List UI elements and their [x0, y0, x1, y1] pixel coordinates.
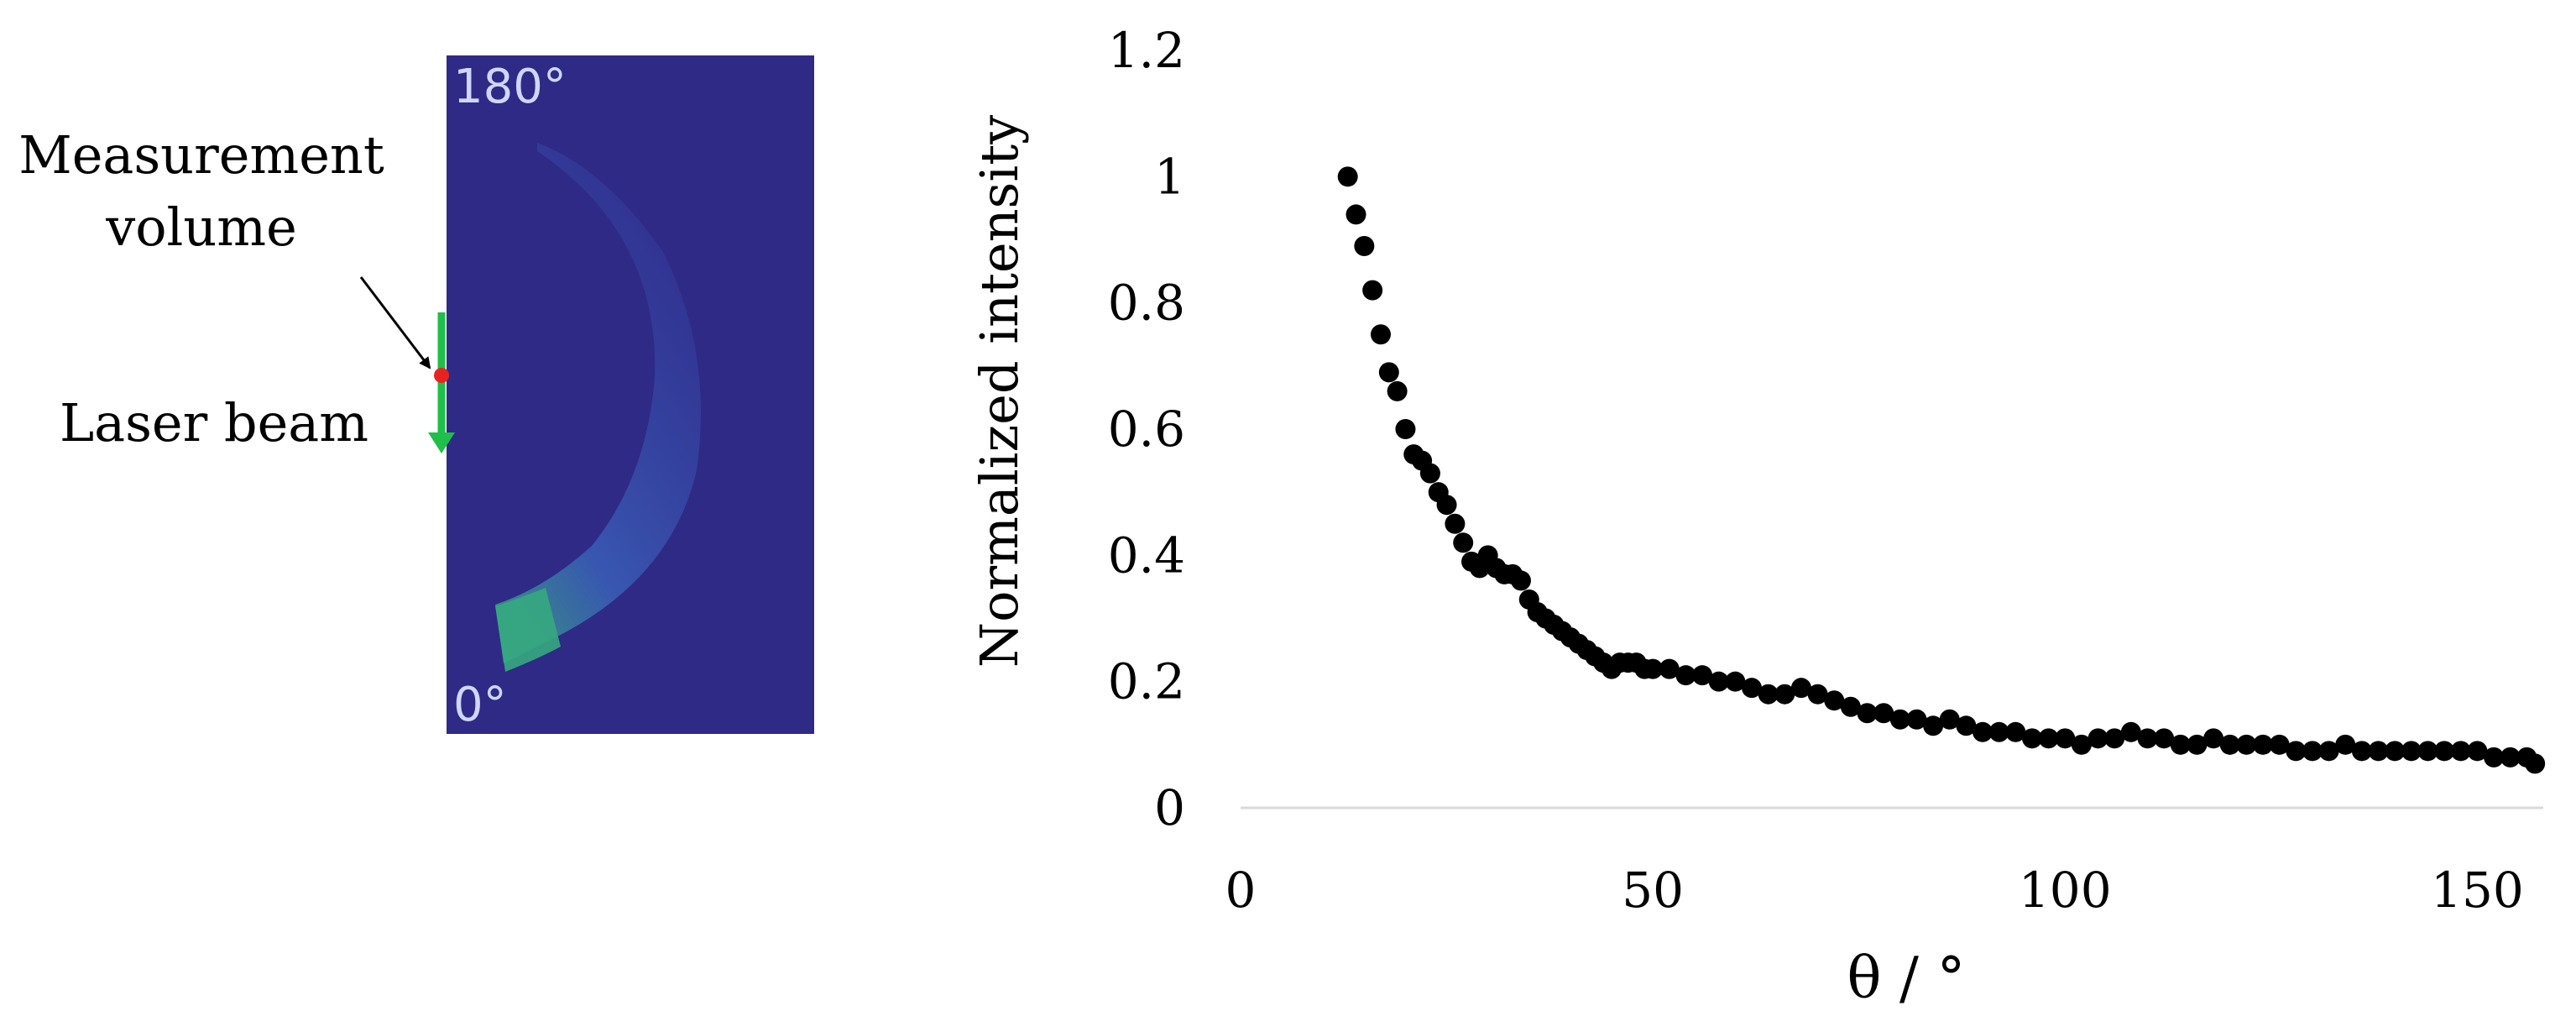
- data-point: [1337, 166, 1358, 187]
- y-tick-label: 0.4: [1108, 527, 1185, 584]
- data-point: [1774, 684, 1795, 705]
- data-point: [2401, 741, 2422, 762]
- y-tick-label: 0.6: [1108, 401, 1185, 458]
- x-axis-label: θ / °: [1847, 946, 1965, 1012]
- data-point: [2087, 728, 2108, 749]
- data-point: [1790, 678, 1811, 699]
- data-point: [2055, 728, 2076, 749]
- data-point: [2236, 734, 2257, 755]
- data-point: [1923, 715, 1944, 736]
- data-point: [1873, 703, 1894, 724]
- y-tick-label: 0.2: [1108, 653, 1185, 710]
- laser-beam-label: Laser beam: [60, 392, 368, 453]
- data-point: [1889, 709, 1910, 730]
- data-point: [2335, 734, 2356, 755]
- data-point: [2219, 734, 2240, 755]
- data-point: [1387, 380, 1408, 401]
- data-point: [2500, 747, 2521, 768]
- data-point: [2484, 747, 2505, 768]
- data-point: [1725, 671, 1746, 692]
- data-point: [1708, 671, 1729, 692]
- data-point: [2021, 728, 2042, 749]
- data-point: [1643, 658, 1664, 679]
- data-point: [2071, 734, 2092, 755]
- data-point: [2038, 728, 2059, 749]
- data-point: [1840, 696, 1861, 717]
- data-point: [1436, 495, 1457, 516]
- data-point: [1378, 362, 1399, 383]
- data-point: [2203, 728, 2224, 749]
- y-axis-label: Normalized intensity: [969, 115, 1030, 668]
- data-point: [1370, 324, 1391, 345]
- angle-label-bottom: 0°: [453, 678, 507, 732]
- data-point: [1972, 721, 1993, 742]
- data-points: [1337, 166, 2546, 774]
- y-tick-labels: 0 0.2 0.4 0.6 0.8 1 1.2: [1108, 22, 1185, 836]
- data-point: [1453, 532, 1474, 553]
- data-point: [2120, 721, 2141, 742]
- data-point: [1395, 419, 1416, 439]
- x-tick-label: 50: [1622, 862, 1684, 919]
- data-point: [2269, 734, 2290, 755]
- data-point: [2187, 734, 2208, 755]
- data-point: [2434, 741, 2455, 762]
- data-point: [2467, 741, 2488, 762]
- y-tick-label: 0: [1154, 779, 1185, 836]
- x-tick-label: 150: [2431, 862, 2524, 919]
- data-point: [2137, 728, 2158, 749]
- camera-image-panel: 180° 0° Measurement volume Laser beam: [18, 55, 814, 734]
- measurement-label-line1: Measurement: [18, 124, 384, 186]
- data-point: [2302, 741, 2323, 762]
- data-point: [2170, 734, 2191, 755]
- data-point: [1510, 570, 1531, 591]
- data-point: [1659, 658, 1680, 679]
- arc-bright-end: [495, 588, 561, 672]
- data-point: [1419, 463, 1440, 484]
- x-tick-label: 0: [1225, 862, 1257, 919]
- data-point: [2005, 721, 2026, 742]
- data-point: [2385, 741, 2406, 762]
- x-tick-labels: 0 50 100 150: [1225, 862, 2524, 919]
- data-point: [1824, 690, 1845, 711]
- data-point: [1354, 236, 1375, 257]
- data-point: [2253, 734, 2274, 755]
- y-tick-label: 0.8: [1108, 275, 1185, 332]
- data-point: [1445, 513, 1466, 534]
- data-point: [2318, 741, 2339, 762]
- x-tick-label: 100: [2019, 862, 2112, 919]
- y-tick-label: 1: [1154, 148, 1185, 205]
- laser-beam-arrowhead: [428, 432, 455, 453]
- data-point: [1362, 280, 1383, 301]
- data-point: [1988, 721, 2009, 742]
- data-point: [1939, 709, 1960, 730]
- data-point: [2417, 741, 2438, 762]
- data-point: [1956, 715, 1977, 736]
- data-point: [1345, 204, 1366, 225]
- y-tick-label: 1.2: [1108, 22, 1185, 79]
- data-point: [2368, 741, 2389, 762]
- data-point: [1807, 684, 1828, 705]
- scattered-light-arc: [495, 143, 701, 663]
- data-point: [2104, 728, 2125, 749]
- data-point: [2525, 753, 2546, 774]
- data-point: [1675, 665, 1696, 686]
- data-point: [1758, 684, 1779, 705]
- angle-label-top: 180°: [453, 60, 567, 114]
- data-point: [2154, 728, 2175, 749]
- data-point: [1906, 709, 1927, 730]
- data-point: [1692, 665, 1713, 686]
- data-point: [2351, 741, 2372, 762]
- data-point: [1742, 678, 1763, 699]
- data-point: [1857, 703, 1878, 724]
- measurement-label-line2: volume: [105, 196, 297, 258]
- intensity-chart: 0 0.2 0.4 0.6 0.8 1 1.2 0 50 100 150 Normalized i…: [969, 22, 2546, 1012]
- data-point: [2450, 741, 2471, 762]
- data-point: [2286, 741, 2307, 762]
- measurement-pointer-arrow: [359, 276, 431, 369]
- measurement-point: [434, 368, 449, 383]
